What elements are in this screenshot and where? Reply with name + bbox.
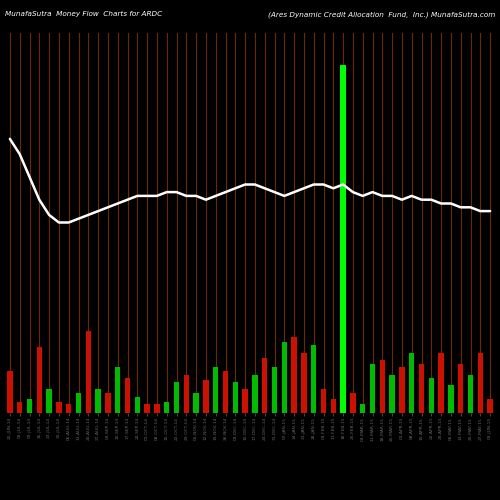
Bar	[380, 360, 385, 412]
Bar	[321, 388, 326, 412]
Bar	[468, 374, 473, 412]
Bar	[76, 393, 81, 412]
Bar	[46, 388, 52, 412]
Bar	[478, 353, 483, 412]
Bar	[272, 367, 277, 412]
Bar	[311, 345, 316, 412]
Bar	[86, 331, 91, 412]
Bar	[262, 358, 268, 412]
Bar	[399, 367, 404, 412]
Bar	[488, 400, 493, 412]
Bar	[252, 374, 258, 412]
Bar	[144, 404, 150, 412]
Bar	[184, 374, 189, 412]
Bar	[125, 378, 130, 412]
Bar	[340, 65, 346, 412]
Text: (Ares Dynamic Credit Allocation  Fund,  Inc.) MunafaSutra.com: (Ares Dynamic Credit Allocation Fund, In…	[268, 11, 495, 18]
Bar	[66, 404, 71, 412]
Bar	[7, 371, 12, 412]
Bar	[17, 402, 22, 412]
Bar	[448, 386, 454, 412]
Bar	[242, 388, 248, 412]
Bar	[409, 353, 414, 412]
Bar	[350, 393, 356, 412]
Bar	[36, 348, 42, 412]
Bar	[438, 353, 444, 412]
Bar	[390, 374, 395, 412]
Bar	[232, 382, 238, 412]
Bar	[370, 364, 375, 412]
Text: MunafaSutra  Money Flow  Charts for ARDC: MunafaSutra Money Flow Charts for ARDC	[5, 11, 162, 17]
Bar	[194, 393, 199, 412]
Bar	[203, 380, 208, 412]
Bar	[223, 371, 228, 412]
Bar	[164, 402, 170, 412]
Bar	[301, 353, 306, 412]
Bar	[213, 367, 218, 412]
Bar	[105, 393, 110, 412]
Bar	[174, 382, 179, 412]
Bar	[154, 404, 160, 412]
Bar	[27, 400, 32, 412]
Bar	[282, 342, 287, 412]
Bar	[458, 364, 464, 412]
Bar	[428, 378, 434, 412]
Bar	[360, 404, 366, 412]
Bar	[292, 336, 297, 412]
Bar	[330, 400, 336, 412]
Bar	[56, 402, 62, 412]
Bar	[96, 388, 101, 412]
Bar	[115, 367, 120, 412]
Bar	[419, 364, 424, 412]
Bar	[134, 398, 140, 412]
